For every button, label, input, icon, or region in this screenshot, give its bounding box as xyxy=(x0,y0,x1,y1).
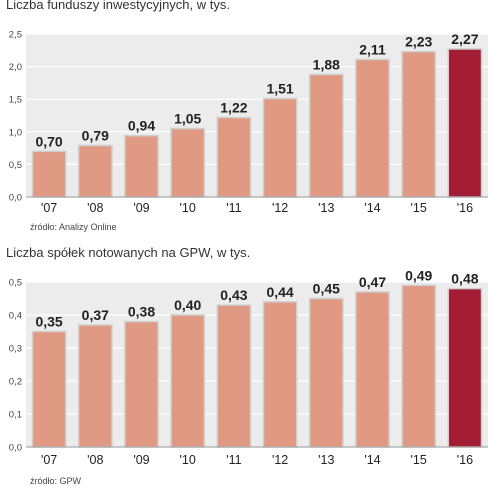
x-tick-label: '10 xyxy=(180,453,196,467)
y-tick-label: 0,1 xyxy=(9,410,22,421)
x-tick-label: '15 xyxy=(411,201,427,215)
y-tick-label: 0,2 xyxy=(9,377,22,388)
bar-value-label: 0,70 xyxy=(35,133,62,149)
bar xyxy=(401,50,437,198)
bar-value-label: 0,44 xyxy=(266,284,293,300)
y-tick-label: 0,5 xyxy=(9,160,22,171)
y-tick-label: 1,5 xyxy=(9,95,22,106)
bar xyxy=(308,73,344,198)
x-tick-label: '11 xyxy=(226,453,241,467)
bar xyxy=(447,287,483,448)
chart-source: źródło: GPW xyxy=(30,476,82,486)
bar xyxy=(401,284,437,448)
x-tick-label: '09 xyxy=(133,453,149,467)
y-tick-label: 2,5 xyxy=(9,30,22,41)
x-tick-label: '15 xyxy=(411,453,427,467)
y-tick-label: 0,4 xyxy=(9,311,22,322)
y-tick-label: 0,5 xyxy=(9,278,22,289)
bar-value-label: 0,43 xyxy=(220,287,247,303)
bar-chart-funds: 0,0 0,5 1,0 1,5 2,0 2,5 0,70 '07 0,79 '08 0,94 '09 1… xyxy=(9,30,488,215)
x-tick-label: '08 xyxy=(87,453,103,467)
bar-value-label: 0,45 xyxy=(313,281,340,297)
y-tick-label: 0,3 xyxy=(9,344,22,355)
bar-value-label: 1,51 xyxy=(266,81,293,97)
bar-value-label: 0,48 xyxy=(451,271,478,287)
bar-chart-companies: 0,0 0,1 0,2 0,3 0,4 0,5 0,35 '07 0,37 '08 0,38 '09 0… xyxy=(9,267,488,467)
bar xyxy=(355,291,390,448)
bar-value-label: 2,11 xyxy=(359,41,386,57)
y-tick-label: 1,0 xyxy=(9,127,22,138)
bar xyxy=(216,116,252,198)
bar xyxy=(170,127,206,198)
bar-value-label: 0,38 xyxy=(128,304,155,320)
x-tick-label: '13 xyxy=(318,201,334,215)
chart-title: Liczba spółek notowanych na GPW, w tys. xyxy=(6,245,251,260)
bar xyxy=(124,320,159,448)
x-tick-label: '14 xyxy=(364,453,380,467)
bar xyxy=(216,304,252,448)
x-tick-label: '07 xyxy=(41,201,57,215)
bar xyxy=(31,150,67,198)
x-tick-label: '07 xyxy=(41,453,57,467)
bar xyxy=(170,314,206,448)
y-tick-label: 2,0 xyxy=(9,62,22,73)
bar-value-label: 0,47 xyxy=(359,274,386,290)
bar-value-label: 1,22 xyxy=(220,99,247,115)
x-tick-label: '12 xyxy=(272,453,288,467)
x-tick-label: '10 xyxy=(180,201,196,215)
bar-value-label: 2,27 xyxy=(451,31,478,47)
chart-panel-funds: Liczba funduszy inwestycyjnych, w tys. 0… xyxy=(0,0,490,240)
x-tick-label: '13 xyxy=(318,453,334,467)
bar-value-label: 2,23 xyxy=(405,34,432,50)
bar-value-label: 0,40 xyxy=(174,297,201,313)
bar xyxy=(77,144,113,198)
x-tick-label: '16 xyxy=(457,453,473,467)
x-tick-label: '11 xyxy=(226,201,241,215)
chart-source: źródło: Analizy Online xyxy=(30,222,117,232)
bar-value-label: 0,79 xyxy=(82,127,109,143)
bar xyxy=(355,58,390,198)
bar-value-label: 0,94 xyxy=(128,118,155,134)
bar xyxy=(77,324,113,448)
chart-panel-companies: Liczba spółek notowanych na GPW, w tys. … xyxy=(0,245,490,492)
bar-value-label: 0,37 xyxy=(82,307,109,323)
bar-value-label: 0,49 xyxy=(405,267,432,283)
bar xyxy=(31,330,67,448)
x-tick-label: '12 xyxy=(272,201,288,215)
y-tick-label: 0,0 xyxy=(9,443,22,454)
bar-value-label: 1,05 xyxy=(174,111,201,127)
bar xyxy=(447,48,483,198)
bar xyxy=(124,134,159,198)
x-tick-label: '09 xyxy=(133,201,149,215)
bar-value-label: 0,35 xyxy=(35,314,62,330)
x-tick-label: '14 xyxy=(364,201,380,215)
y-tick-label: 0,0 xyxy=(9,193,22,204)
bar xyxy=(308,297,344,448)
bar-value-label: 1,88 xyxy=(313,56,340,72)
bar xyxy=(262,301,298,448)
chart-title: Liczba funduszy inwestycyjnych, w tys. xyxy=(6,0,230,12)
bar xyxy=(262,97,298,198)
x-tick-label: '16 xyxy=(457,201,473,215)
x-tick-label: '08 xyxy=(87,201,103,215)
